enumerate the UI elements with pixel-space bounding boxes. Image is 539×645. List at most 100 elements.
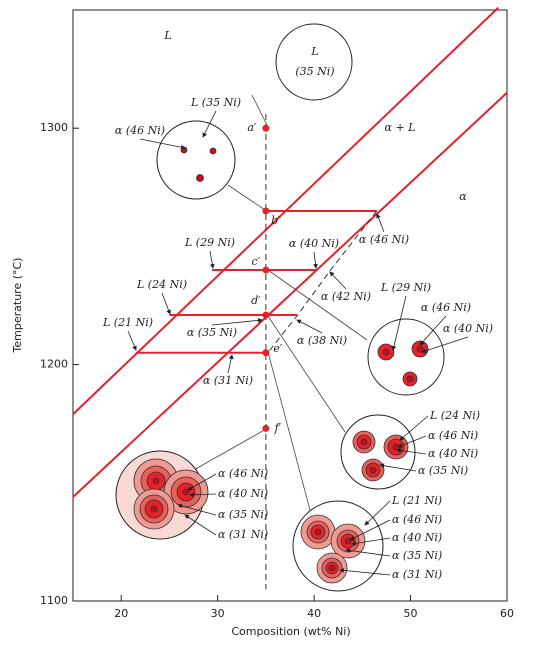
annotation: L (24 Ni)	[429, 409, 480, 422]
annotation-arrow	[339, 568, 391, 576]
annotation-arrow	[349, 519, 391, 541]
point-label: e′	[273, 342, 283, 355]
grain	[344, 537, 352, 545]
annotation: α (40 Ni)	[218, 487, 268, 500]
x-tick-label: 40	[307, 607, 321, 620]
annotation: α (42 Ni)	[321, 290, 371, 303]
annotation-arrow	[376, 213, 385, 233]
annotation: α (35 Ni)	[187, 326, 237, 339]
annotation: L	[310, 45, 318, 58]
annotation: α (46 Ni)	[428, 429, 478, 442]
x-tick-label: 50	[404, 607, 418, 620]
dashed-line	[267, 210, 378, 354]
grain	[182, 488, 190, 496]
annotation: L (21 Ni)	[391, 494, 442, 507]
point-label: b′	[271, 214, 281, 227]
annotation-arrow	[139, 138, 186, 150]
point-label: f′	[274, 421, 282, 434]
x-tick-label: 30	[211, 607, 225, 620]
point-label: d′	[251, 294, 261, 307]
annotation: α (35 Ni)	[418, 464, 468, 477]
annotation-arrow	[161, 292, 171, 315]
annotation-arrow	[351, 537, 391, 546]
x-axis-title: Composition (wt% Ni)	[231, 625, 350, 638]
annotation-arrow	[364, 500, 391, 526]
annotation-arrow	[189, 492, 217, 498]
annotation: L (21 Ni)	[102, 316, 153, 329]
annotation-arrow	[313, 251, 318, 269]
annotation: α (46 Ni)	[218, 467, 268, 480]
y-tick-label: 1200	[40, 358, 68, 371]
annotation: α (46 Ni)	[115, 124, 165, 137]
annotation: α (31 Ni)	[218, 528, 268, 541]
annotation-arrow	[187, 473, 217, 491]
x-tick-label: 20	[114, 607, 128, 620]
annotation-arrow	[296, 319, 323, 334]
annotation: α (46 Ni)	[359, 233, 409, 246]
annotation: L (35 Ni)	[190, 96, 241, 109]
leader-line	[267, 351, 311, 511]
annotation: α (40 Ni)	[443, 322, 493, 335]
annotation: α (31 Ni)	[392, 568, 442, 581]
grain	[209, 147, 217, 155]
microstructure	[367, 318, 445, 396]
annotation: α (40 Ni)	[392, 531, 442, 544]
grain	[360, 438, 368, 446]
y-tick-label: 1300	[40, 121, 68, 134]
grain	[369, 466, 377, 474]
annotation: α + L	[385, 121, 416, 134]
point	[262, 266, 270, 274]
annotation-arrow	[329, 271, 347, 290]
point-label: c′	[252, 255, 261, 268]
grain	[152, 477, 160, 485]
annotation: α (31 Ni)	[203, 374, 253, 387]
grain	[150, 505, 158, 513]
grain	[382, 348, 390, 356]
annotation-arrow	[177, 503, 217, 516]
y-axis-title: Temperature (°C)	[11, 258, 24, 354]
x-tick-label: 60	[500, 607, 514, 620]
grain	[196, 174, 204, 182]
grain	[416, 345, 424, 353]
annotation-arrow	[399, 415, 429, 441]
point	[262, 349, 270, 357]
grain	[406, 375, 414, 383]
point	[262, 207, 270, 215]
phase-line	[72, 92, 508, 498]
plot-frame	[72, 9, 508, 602]
microstructure	[156, 120, 236, 200]
annotation: L	[163, 29, 171, 42]
annotation-arrow	[397, 435, 427, 448]
annotation-arrow	[396, 448, 427, 455]
annotation-arrow	[211, 318, 263, 326]
annotation-arrow	[421, 336, 469, 354]
annotation-arrow	[391, 295, 407, 351]
annotation: α (35 Ni)	[392, 549, 442, 562]
annotation: α (38 Ni)	[297, 334, 347, 347]
annotation-arrow	[379, 463, 417, 472]
annotation: α	[459, 190, 467, 203]
annotation-arrow	[345, 548, 391, 557]
leader-line	[184, 427, 269, 476]
annotation-arrow	[419, 315, 447, 346]
point	[262, 424, 270, 432]
grain	[328, 564, 336, 572]
leader-line	[251, 94, 269, 128]
annotation: L (29 Ni)	[184, 236, 235, 249]
annotation: α (46 Ni)	[392, 513, 442, 526]
annotation-arrow	[202, 110, 217, 138]
annotation: α (46 Ni)	[421, 301, 471, 314]
annotation-arrow	[184, 514, 217, 536]
annotation-arrow	[227, 354, 234, 374]
leader-line	[267, 269, 368, 341]
annotation: (35 Ni)	[295, 65, 334, 78]
annotation: α (40 Ni)	[428, 447, 478, 460]
annotation-arrow	[209, 250, 215, 269]
annotation: L (29 Ni)	[380, 281, 431, 294]
point-label: a′	[247, 121, 257, 134]
grain	[314, 528, 322, 536]
annotation: α (40 Ni)	[289, 237, 339, 250]
annotation: α (35 Ni)	[218, 508, 268, 521]
annotation-arrow	[127, 330, 137, 351]
